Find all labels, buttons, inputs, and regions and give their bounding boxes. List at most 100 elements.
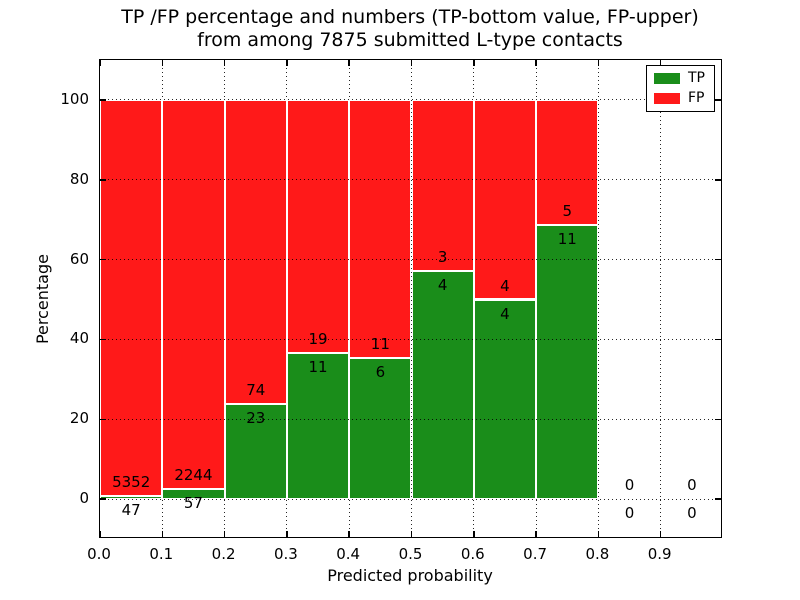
y-tick-mark — [100, 258, 106, 261]
x-tick-label: 0.8 — [585, 545, 610, 563]
x-tick-mark-top — [286, 60, 288, 66]
y-tick-mark — [100, 179, 106, 181]
x-tick-mark-top — [535, 60, 537, 66]
y-tick-mark-right — [715, 258, 721, 261]
x-tick-mark — [286, 531, 288, 537]
tp-count-label: 47 — [121, 500, 141, 519]
fp-count-label: 0 — [687, 476, 697, 495]
y-tick-mark-right — [715, 99, 721, 101]
x-tick-mark-top — [597, 60, 600, 66]
fp-swatch-icon — [654, 93, 680, 104]
bar-tp-segment — [100, 495, 163, 500]
tp-count-label: 57 — [183, 494, 203, 513]
x-tick-mark — [223, 531, 226, 537]
y-tick-label: 0 — [79, 489, 89, 508]
bar-tp-segment — [411, 270, 474, 500]
x-tick-mark — [473, 531, 475, 537]
x-tick-label: 0.0 — [87, 545, 111, 563]
legend: TP FP — [646, 65, 715, 112]
gridline-y — [100, 99, 721, 101]
x-tick-mark-top — [473, 60, 475, 66]
legend-item-fp: FP — [654, 91, 707, 106]
bar-fp-segment — [411, 99, 474, 271]
y-tick-label: 40 — [69, 329, 89, 348]
plot-area: 5352 47 2244 57 74 23 19 11 11 6 3 4 4 4 5 11 0 0 0 0 — [99, 59, 722, 538]
x-tick-label: 0.9 — [647, 545, 672, 563]
x-tick-label: 0.6 — [460, 545, 485, 563]
bar-tp-segment — [286, 352, 350, 500]
bar-fp-segment — [100, 99, 163, 496]
x-tick-mark — [535, 531, 537, 537]
y-axis-label: Percentage — [33, 254, 52, 345]
fp-count-label: 0 — [624, 476, 635, 495]
x-tick-label: 0.1 — [149, 545, 174, 563]
x-tick-mark — [161, 531, 164, 537]
tp-count-label: 11 — [557, 229, 577, 248]
tp-count-label: 4 — [500, 304, 510, 323]
x-axis-label: Predicted probability — [327, 566, 493, 585]
gridline-x — [660, 60, 662, 537]
tp-swatch-icon — [654, 73, 680, 84]
y-tick-label: 100 — [60, 89, 89, 108]
chart-title-line1: TP /FP percentage and numbers (TP-bottom… — [121, 6, 699, 28]
x-tick-mark — [659, 531, 662, 537]
fp-count-label: 2244 — [174, 466, 213, 485]
x-tick-label: 0.4 — [336, 545, 361, 563]
legend-label-fp: FP — [688, 90, 705, 106]
x-tick-mark — [410, 531, 413, 537]
y-tick-mark — [100, 418, 106, 420]
x-tick-label: 0.3 — [273, 545, 298, 563]
bar-fp-segment — [286, 99, 350, 353]
fp-count-label: 19 — [308, 329, 328, 348]
tp-count-label: 6 — [375, 363, 386, 382]
fp-count-label: 11 — [370, 335, 390, 354]
gridline-y — [100, 418, 721, 420]
bar-fp-segment — [349, 99, 412, 359]
x-tick-mark-top — [161, 60, 164, 66]
tp-count-label: 23 — [246, 409, 266, 428]
tp-count-label: 0 — [687, 504, 697, 523]
y-tick-mark — [100, 99, 106, 101]
legend-item-tp: TP — [654, 71, 707, 86]
tp-count-label: 11 — [308, 357, 328, 376]
x-tick-label: 0.7 — [523, 545, 548, 563]
fp-count-label: 5352 — [112, 472, 151, 491]
x-tick-mark-top — [348, 60, 350, 66]
y-tick-mark-right — [715, 498, 721, 500]
bar-fp-segment — [162, 99, 225, 490]
x-tick-mark-top — [659, 60, 662, 66]
y-tick-label: 80 — [69, 169, 89, 188]
bar-tp-segment — [162, 489, 225, 500]
fp-count-label: 4 — [500, 276, 510, 295]
bar-tp-segment — [349, 358, 412, 500]
y-tick-label: 20 — [69, 409, 89, 428]
gridline-y — [100, 259, 721, 261]
fp-count-label: 5 — [562, 201, 573, 220]
tp-count-label: 0 — [624, 504, 635, 523]
y-tick-mark-right — [715, 338, 721, 341]
x-tick-mark-top — [99, 60, 101, 66]
bar-fp-segment — [473, 99, 537, 300]
y-tick-mark-right — [715, 179, 721, 181]
bar-tp-segment — [536, 224, 599, 500]
x-tick-mark — [597, 531, 600, 537]
fp-count-label: 74 — [246, 381, 266, 400]
x-tick-mark — [99, 531, 101, 537]
gridline-x — [597, 60, 599, 537]
x-tick-label: 0.5 — [398, 545, 423, 563]
fp-count-label: 3 — [437, 247, 448, 266]
tp-count-label: 4 — [437, 275, 448, 294]
y-tick-mark — [100, 338, 106, 341]
legend-label-tp: TP — [688, 70, 705, 86]
x-tick-mark-top — [410, 60, 413, 66]
y-tick-mark — [100, 498, 106, 500]
bar-tp-segment — [473, 299, 537, 500]
y-tick-label: 60 — [69, 249, 89, 268]
gridline-y — [100, 179, 721, 181]
gridline-y — [100, 338, 721, 340]
y-tick-mark-right — [715, 418, 721, 420]
x-tick-label: 0.2 — [211, 545, 236, 563]
chart-title-line2: from among 7875 submitted L-type contact… — [197, 29, 623, 51]
gridline-y — [100, 498, 721, 500]
